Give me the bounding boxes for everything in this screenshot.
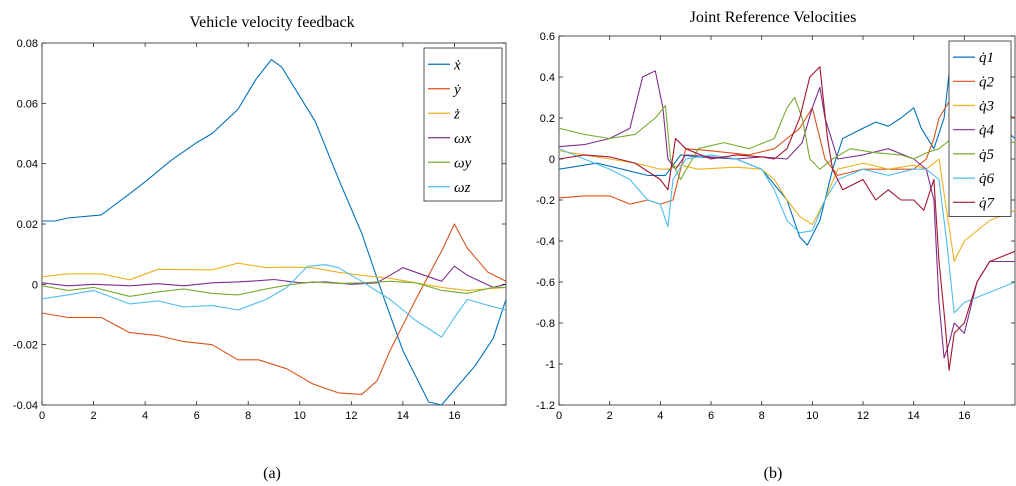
x-tick-label: 12 [345,410,357,422]
x-tick-label: 14 [397,410,409,422]
series-line-4 [559,70,1015,359]
figure-caption: (a) [263,465,281,482]
legend-label: ẏ [452,82,461,98]
series-line-3 [42,262,506,291]
legend-box [423,47,503,202]
y-tick-label: -0.2 [536,195,555,207]
series-line-6 [42,264,506,338]
y-tick-label: 0 [549,154,555,166]
x-tick-label: 16 [958,410,970,422]
y-tick-label: 0 [32,279,38,291]
legend-label: q̇1 [979,50,994,66]
y-tick-label: -0.04 [13,400,38,412]
y-tick-label: 0.4 [540,72,555,84]
y-tick-label: 0.2 [540,113,555,125]
x-tick-label: 4 [657,410,663,422]
legend-label: ż [453,106,460,122]
chart-a: Vehicle velocity feedback 0 2 4 6 8 10 12 14 16 -… [13,14,507,482]
x-tick-label: 6 [194,410,200,422]
legend-label: q̇5 [979,147,995,163]
legend: q̇1 q̇2 q̇3 q̇4 q̇5 q̇6 q̇7 [948,40,1012,217]
y-tick-label: -1 [545,359,555,371]
x-tick-label: 16 [448,410,460,422]
legend-label: ẋ [453,57,461,73]
legend-label: q̇4 [979,123,995,139]
y-tick-label: 0.6 [540,31,555,43]
y-tick-label: -0.6 [536,277,555,289]
x-tick-label: 6 [708,410,714,422]
plot-area: 0 2 4 6 8 10 12 14 16 -1.2 -1 -0.8 -0.6 -0.4 -0.2 0 0.2 0… [536,31,1016,422]
series-line-6 [559,148,1015,314]
y-tick-label: -0.02 [13,340,38,352]
legend-label: ωx [454,131,472,147]
series-line-5 [42,280,506,297]
y-tick-label: 0.08 [17,38,38,50]
chart-b: Joint Reference Velocities 0 2 4 6 8 10 12 14 16… [536,9,1016,482]
x-tick-label: 10 [806,410,818,422]
x-tick-label: 2 [90,410,96,422]
x-tick-label: 0 [556,410,562,422]
legend-label: q̇3 [979,99,994,115]
series-lines [559,49,1015,371]
legend-box [948,40,1012,217]
y-tick-label: -0.8 [536,318,555,330]
legend-label: q̇7 [979,195,996,211]
plot-area: 0 2 4 6 8 10 12 14 16 -0.04 -0.02 0 0.02 0.04 0.06 0.08… [13,38,507,422]
x-tick-label: 10 [294,410,306,422]
legend-label: ωz [454,180,471,196]
series-lines [42,59,506,405]
x-tick-label: 14 [908,410,920,422]
x-tick-label: 12 [857,410,869,422]
series-line-2 [42,223,506,395]
series-line-5 [559,96,1015,181]
x-tick-label: 4 [142,410,148,422]
series-line-1 [42,59,506,405]
y-tick-label: -0.4 [536,236,555,248]
series-line-3 [559,150,1015,263]
x-tick-label: 8 [245,410,251,422]
series-line-7 [559,66,1015,371]
y-tick-label: 0.04 [17,159,38,171]
x-tick-label: 0 [39,410,45,422]
figure-caption: (b) [764,465,783,482]
series-line-4 [42,265,506,288]
y-tick-label: 0.02 [17,219,38,231]
x-tick-label: 2 [607,410,613,422]
legend-label: ωy [454,155,472,171]
y-tick-label: 0.06 [17,98,38,110]
y-tick-label: -1.2 [536,400,555,412]
chart-title: Vehicle velocity feedback [189,14,354,31]
legend-label: q̇2 [979,74,995,90]
legend-label: q̇6 [979,171,995,187]
x-tick-label: 8 [759,410,765,422]
chart-title: Joint Reference Velocities [690,9,857,26]
legend: ẋẏż ωx ωy ωz [423,47,503,202]
